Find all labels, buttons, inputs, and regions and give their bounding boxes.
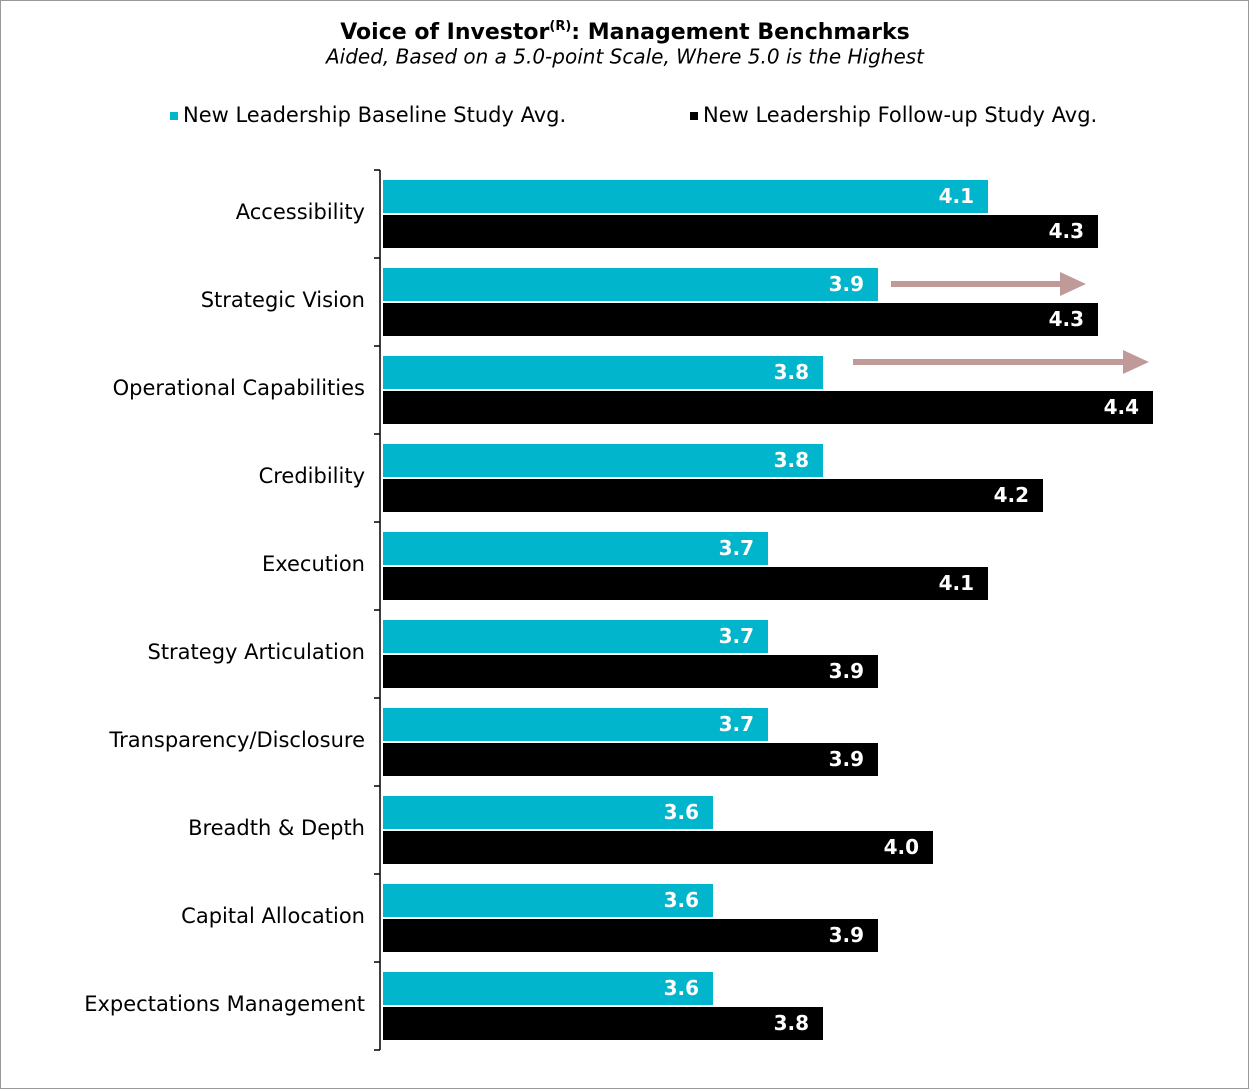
title-part: Voice of Investor xyxy=(340,20,549,45)
value-label: 3.7 xyxy=(719,712,754,736)
bar xyxy=(383,796,713,829)
bar xyxy=(383,391,1153,424)
legend-label: New Leadership Follow-up Study Avg. xyxy=(703,103,1097,127)
bar xyxy=(383,655,878,688)
bar xyxy=(383,708,768,741)
chart-subtitle: Aided, Based on a 5.0-point Scale, Where… xyxy=(324,45,925,69)
value-label: 3.6 xyxy=(664,976,699,1000)
bar xyxy=(383,532,768,565)
bar xyxy=(383,1007,823,1040)
y-tick-label: Operational Capabilities xyxy=(113,376,365,400)
bar xyxy=(383,620,768,653)
value-label: 3.8 xyxy=(774,448,809,472)
legend-label: New Leadership Baseline Study Avg. xyxy=(183,103,566,127)
value-label: 3.9 xyxy=(829,747,864,771)
legend-swatch xyxy=(690,112,698,120)
value-label: 3.8 xyxy=(774,1011,809,1035)
bar xyxy=(383,743,878,776)
bar xyxy=(383,215,1098,248)
bar xyxy=(383,831,933,864)
bar xyxy=(383,268,878,301)
value-label: 3.6 xyxy=(664,800,699,824)
value-label: 3.7 xyxy=(719,536,754,560)
value-label: 3.9 xyxy=(829,659,864,683)
value-label: 4.1 xyxy=(939,184,974,208)
y-tick-label: Transparency/Disclosure xyxy=(108,728,365,752)
value-label: 3.7 xyxy=(719,624,754,648)
value-label: 3.9 xyxy=(829,923,864,947)
value-label: 4.2 xyxy=(994,483,1029,507)
y-tick-label: Execution xyxy=(262,552,365,576)
y-tick-label: Strategy Articulation xyxy=(147,640,365,664)
arrow-head xyxy=(1060,272,1086,296)
y-tick-label: Credibility xyxy=(259,464,365,488)
y-tick-label: Breadth & Depth xyxy=(188,816,365,840)
legend-swatch xyxy=(170,112,178,120)
value-label: 4.1 xyxy=(939,571,974,595)
bar xyxy=(383,972,713,1005)
bar xyxy=(383,444,823,477)
chart-title: Voice of Investor(R): Management Benchma… xyxy=(340,19,910,46)
value-label: 3.9 xyxy=(829,272,864,296)
bar xyxy=(383,567,988,600)
bar xyxy=(383,919,878,952)
title-part: : Management Benchmarks xyxy=(571,20,909,45)
bar xyxy=(383,356,823,389)
bar xyxy=(383,180,988,213)
value-label: 4.3 xyxy=(1049,219,1084,243)
value-label: 4.4 xyxy=(1104,395,1139,419)
y-tick-label: Expectations Management xyxy=(84,992,365,1016)
bar xyxy=(383,303,1098,336)
value-label: 3.6 xyxy=(664,888,699,912)
arrow-head xyxy=(1123,350,1149,374)
value-label: 3.8 xyxy=(774,360,809,384)
y-tick-label: Strategic Vision xyxy=(201,288,365,312)
y-tick-label: Capital Allocation xyxy=(181,904,365,928)
bar xyxy=(383,479,1043,512)
bar xyxy=(383,884,713,917)
title-sup: (R) xyxy=(549,19,571,34)
value-label: 4.0 xyxy=(884,835,919,859)
value-label: 4.3 xyxy=(1049,307,1084,331)
y-tick-label: Accessibility xyxy=(236,200,365,224)
